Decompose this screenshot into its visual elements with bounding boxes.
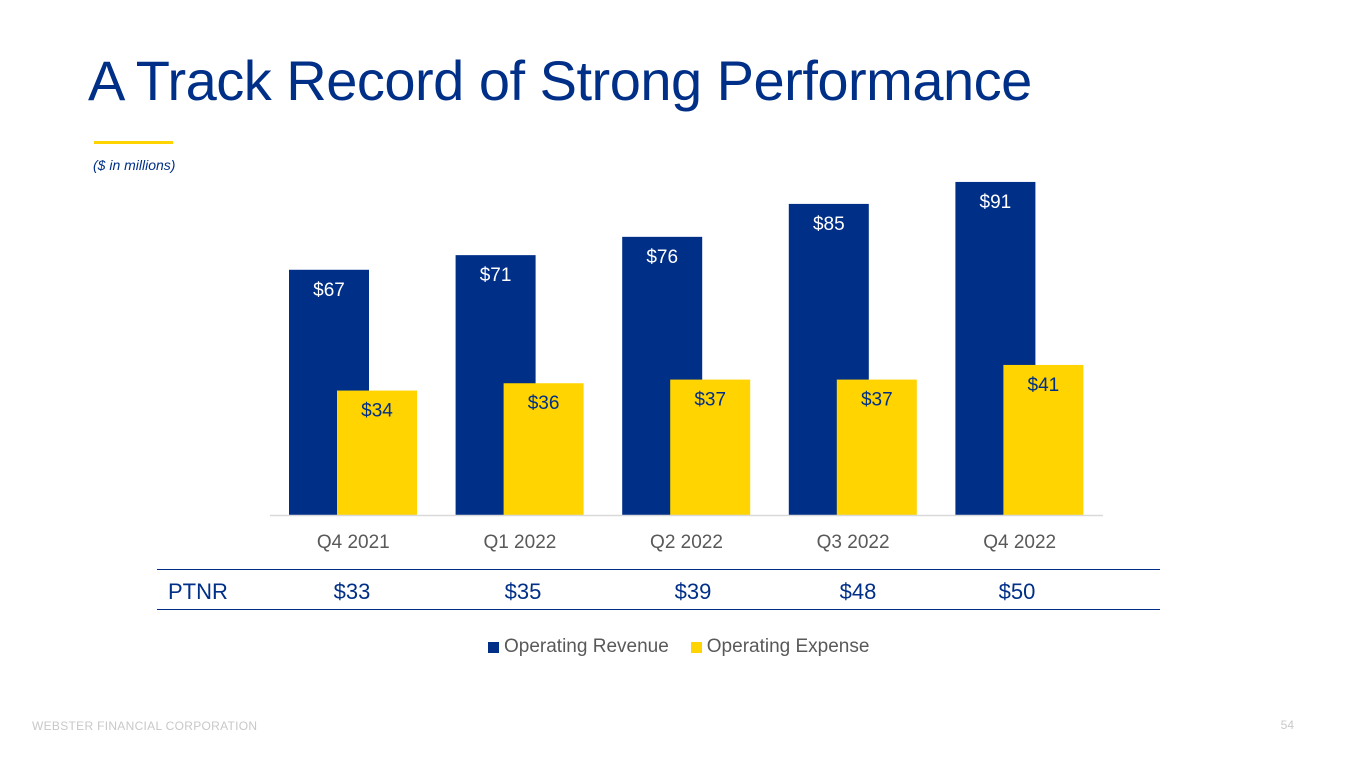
- data-label-expense: $37: [861, 390, 893, 411]
- page-number: 54: [1280, 718, 1294, 732]
- legend-label-revenue: Operating Revenue: [504, 636, 669, 657]
- data-label-expense: $37: [694, 390, 726, 411]
- footer-company: WEBSTER FINANCIAL CORPORATION: [32, 719, 258, 733]
- data-label-expense: $36: [528, 393, 560, 414]
- title-accent-line: [94, 141, 173, 144]
- slide-title: A Track Record of Strong Performance: [88, 49, 1032, 112]
- x-tick-label: Q4 2021: [317, 532, 390, 553]
- data-label-expense: $41: [1028, 375, 1060, 396]
- ptnr-value: $35: [504, 579, 542, 604]
- x-tick-label: Q1 2022: [483, 532, 556, 553]
- ptnr-value: $48: [839, 579, 877, 604]
- legend-item-operating-revenue: Operating Revenue: [488, 636, 669, 658]
- ptnr-value: $39: [674, 579, 712, 604]
- ptnr-value: $50: [998, 579, 1036, 604]
- data-label-revenue: $71: [480, 265, 512, 286]
- data-label-expense: $34: [361, 401, 393, 422]
- ptnr-label: PTNR: [168, 579, 228, 604]
- legend-label-expense: Operating Expense: [706, 636, 870, 657]
- bar-expense: [836, 379, 917, 515]
- legend-item-operating-expense: Operating Expense: [690, 636, 870, 658]
- bar-expense: [1003, 364, 1084, 515]
- x-tick-label: Q3 2022: [817, 532, 890, 553]
- bar-expense: [503, 383, 584, 515]
- data-label-revenue: $67: [313, 280, 345, 301]
- x-tick-label: Q4 2022: [983, 532, 1056, 553]
- units-note: ($ in millions): [93, 157, 176, 173]
- legend-swatch-revenue: [488, 641, 499, 653]
- data-label-revenue: $91: [980, 192, 1012, 213]
- bar-expense: [337, 390, 417, 515]
- data-label-revenue: $85: [813, 214, 845, 235]
- chart-legend: Operating Revenue Operating Expense: [488, 636, 891, 658]
- ptnr-value: $33: [333, 579, 371, 604]
- legend-swatch-expense: [690, 641, 702, 653]
- x-tick-label: Q2 2022: [650, 532, 723, 553]
- ptnr-table: PTNR $33 $35 $39 $48 $50: [157, 569, 1160, 610]
- data-label-revenue: $76: [646, 247, 678, 268]
- bar-expense: [670, 379, 751, 515]
